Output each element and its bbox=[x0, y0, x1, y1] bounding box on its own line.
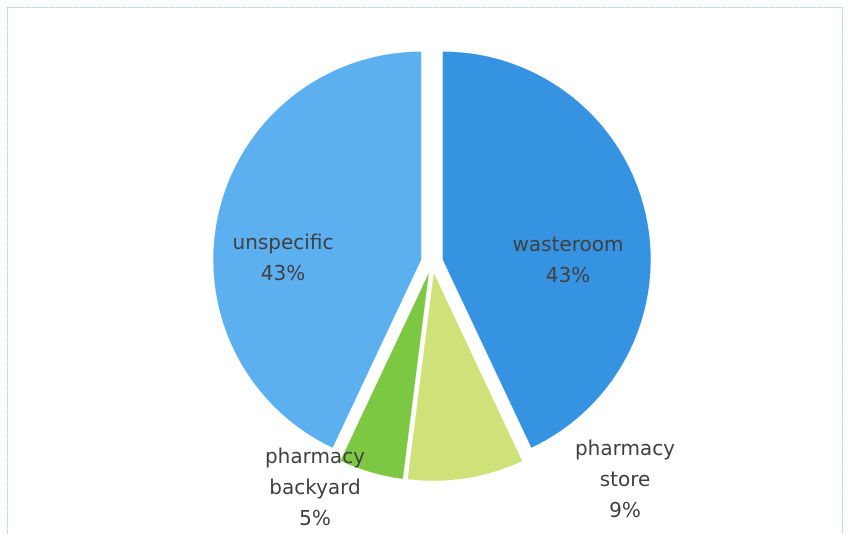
category-label: wasteroom bbox=[512, 232, 624, 256]
slice-label: wasteroom 43% bbox=[503, 229, 633, 291]
slice-label: pharmacy store 9% bbox=[560, 433, 690, 526]
value-label: 43% bbox=[545, 263, 591, 287]
category-label: unspecific bbox=[232, 230, 334, 254]
pie-slice bbox=[407, 272, 523, 481]
value-label: 9% bbox=[609, 497, 641, 522]
value-label: 5% bbox=[299, 505, 331, 530]
pie-slice bbox=[442, 51, 651, 448]
category-label: pharmacy store bbox=[574, 435, 676, 491]
slice-label: unspecific 43% bbox=[218, 227, 348, 289]
category-label: pharmacy backyard bbox=[264, 443, 366, 499]
slice-label: pharmacy backyard 5% bbox=[250, 441, 380, 534]
value-label: 43% bbox=[260, 261, 306, 285]
pie-slice bbox=[213, 51, 422, 448]
pie-slice bbox=[340, 272, 429, 479]
frame bbox=[7, 7, 843, 534]
